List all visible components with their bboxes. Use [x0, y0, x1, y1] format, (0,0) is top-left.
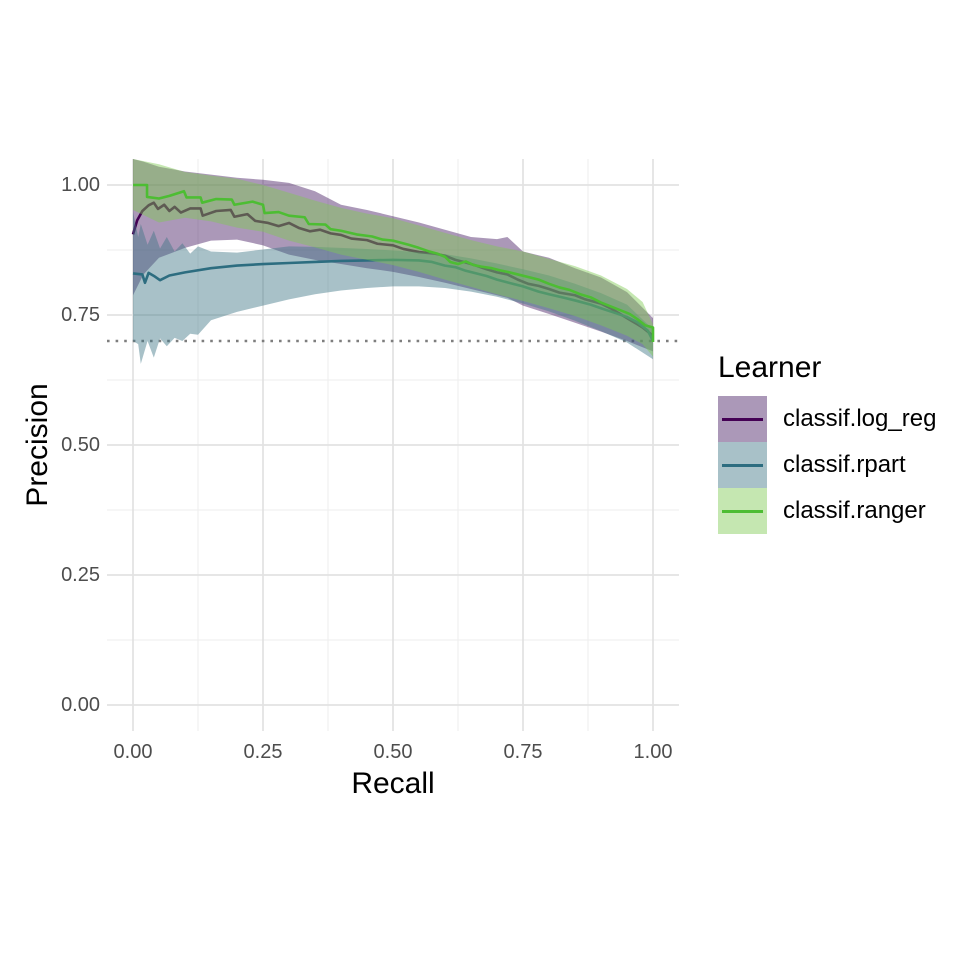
legend-item-classif-rpart: classif.rpart [718, 442, 936, 488]
y-tick-label: 0.00 [61, 694, 100, 716]
pr-curve-classif-log-reg [131, 201, 654, 337]
legend-key-line-icon [722, 417, 763, 421]
confidence-ribbon-classif-rpart [133, 212, 653, 364]
pr-curve-classif-rpart [132, 258, 655, 342]
x-axis-title: Recall [351, 767, 435, 800]
y-tick-label: 1.00 [61, 174, 100, 196]
legend-item-classif-ranger: classif.ranger [718, 488, 936, 534]
y-tick-label: 0.50 [61, 434, 100, 456]
legend-items: classif.log_reg classif.rpart classif.ra… [718, 396, 936, 534]
x-tick-label: 0.50 [373, 741, 413, 763]
legend: Learner classif.log_reg classif.rpart cl… [718, 352, 936, 534]
legend-key-line-icon [722, 463, 763, 467]
legend-item-label: classif.ranger [783, 497, 926, 524]
x-tick-label: 0.00 [113, 741, 153, 763]
x-tick-label: 1.00 [633, 741, 673, 763]
x-tick-label: 0.75 [503, 741, 543, 763]
legend-key-classif-log-reg [718, 396, 767, 442]
legend-title: Learner [718, 351, 822, 384]
y-tick-label: 0.75 [61, 304, 100, 326]
plot-panel [107, 159, 679, 731]
legend-item-label: classif.log_reg [783, 405, 937, 432]
y-axis-title: Precision [21, 383, 54, 507]
x-tick-label: 0.25 [243, 741, 283, 763]
legend-key-classif-rpart [718, 442, 767, 488]
legend-item-label: classif.rpart [783, 451, 906, 478]
legend-key-line-icon [722, 509, 763, 513]
legend-key-classif-ranger [718, 488, 767, 534]
pr-curve-classif-ranger [133, 183, 655, 343]
legend-item-classif-log-reg: classif.log_reg [718, 396, 936, 442]
y-tick-label: 0.25 [61, 564, 100, 586]
